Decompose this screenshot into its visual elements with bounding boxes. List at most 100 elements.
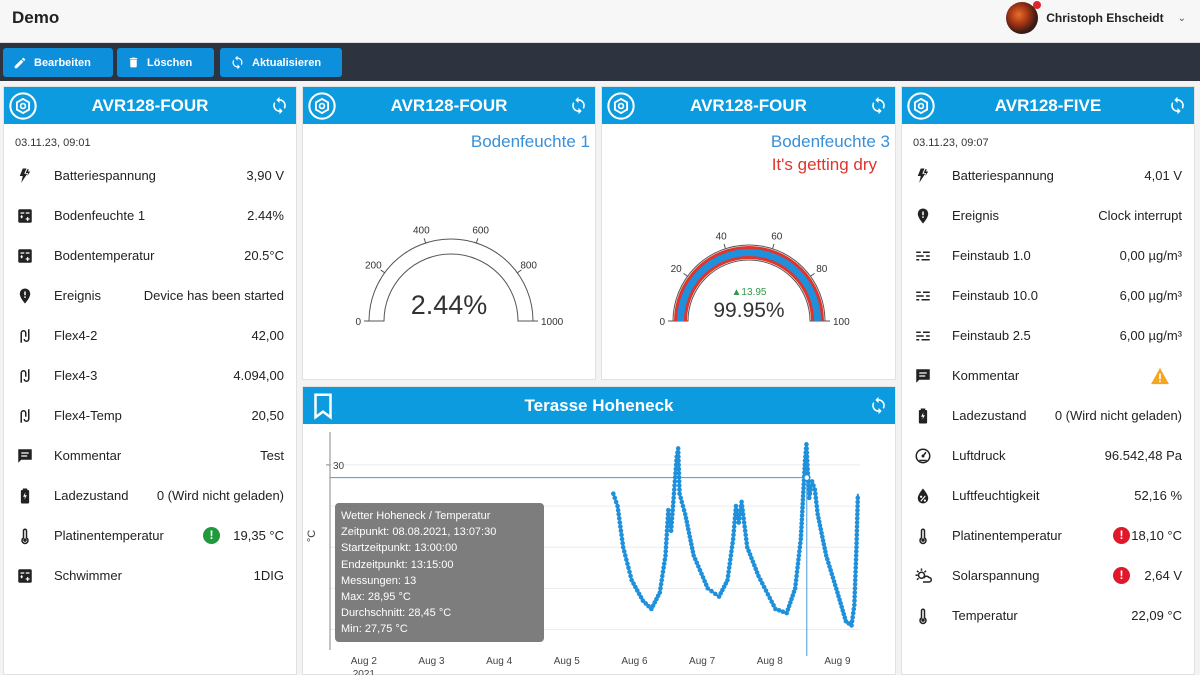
- sync-icon: [232, 55, 243, 70]
- list-item: Kommentar: [902, 365, 1194, 389]
- chart-point: [640, 598, 646, 604]
- gauge-tick-label: 600: [472, 226, 489, 237]
- flex-icon: [16, 367, 34, 385]
- chart-point: [663, 544, 669, 550]
- chart-point: [733, 503, 739, 509]
- chart-point: [850, 614, 855, 620]
- chart-point: [677, 483, 682, 488]
- refresh-icon[interactable]: [869, 396, 888, 415]
- gauge-tick: [772, 243, 775, 249]
- list-item: Platinentemperatur 18,10 °C!: [902, 525, 1194, 549]
- chart-point: [675, 450, 681, 455]
- chart-point: [677, 487, 682, 492]
- dust-icon: [914, 247, 932, 265]
- refresh-icon[interactable]: [270, 96, 289, 115]
- chart-point: [786, 603, 792, 609]
- chart-point: [797, 549, 802, 554]
- refresh-icon[interactable]: [1168, 96, 1187, 115]
- tooltip-line: Messungen: 13: [341, 574, 417, 587]
- refresh-button[interactable]: Aktualisieren: [220, 48, 342, 77]
- chart-point: [658, 581, 664, 587]
- chart-point: [854, 549, 859, 554]
- chart-point: [804, 446, 809, 451]
- gauge-tick-label: 20: [671, 264, 683, 275]
- chart-point: [692, 556, 698, 562]
- chart-point: [725, 577, 730, 583]
- user-menu[interactable]: Christoph Ehscheidt ⌄: [1006, 0, 1186, 36]
- chart-point: [813, 495, 819, 501]
- chart-point: [620, 540, 625, 546]
- list-item: Batteriespannung 4,01 V: [902, 165, 1194, 189]
- chart-point: [620, 544, 626, 550]
- user-name[interactable]: Christoph Ehscheidt: [1046, 11, 1164, 25]
- warning-icon: [1151, 367, 1169, 385]
- gauge-tick-label: 400: [413, 226, 430, 237]
- list-item: Flex4-3 4.094,00: [4, 365, 296, 389]
- chart-point: [852, 586, 858, 591]
- row-label: Flex4-3: [54, 368, 98, 383]
- delete-button[interactable]: Löschen: [117, 48, 214, 77]
- comment-icon: [914, 367, 932, 385]
- edit-button[interactable]: Bearbeiten: [3, 48, 113, 77]
- chart-point: [671, 499, 676, 505]
- chart-point: [776, 608, 782, 613]
- row-label: Platinentemperatur: [54, 528, 164, 543]
- chart-point: [689, 545, 695, 551]
- chart-point: [633, 584, 638, 590]
- chart-point: [749, 555, 754, 561]
- chart-point: [671, 495, 676, 501]
- chart-point: [805, 466, 810, 472]
- chart-point: [732, 520, 737, 525]
- row-value: 2,64 V: [1144, 568, 1182, 583]
- gauge-value: 99.95%: [713, 299, 784, 322]
- chart-point: [619, 536, 625, 542]
- chart-point: [672, 483, 677, 488]
- gauge-tick-label: 60: [771, 231, 783, 242]
- chart-point: [758, 577, 763, 582]
- battery-icon: [16, 487, 34, 505]
- chart-point: [679, 499, 685, 505]
- chart-point: [798, 540, 803, 546]
- chart-point: [747, 552, 753, 557]
- row-value: 0 (Wird nicht geladen): [156, 488, 284, 503]
- list-item: Temperatur 22,09 °C: [902, 605, 1194, 629]
- chart-point: [854, 528, 860, 534]
- list-item: Ladezustand 0 (Wird nicht geladen): [902, 405, 1194, 429]
- gauge-outline: [368, 238, 534, 322]
- row-label: Ereignis: [54, 288, 101, 303]
- tooltip-line: Durchschnitt: 28,45 °C: [341, 607, 452, 620]
- card-header: AVR128-FIVE: [902, 87, 1194, 124]
- chart-point: [741, 516, 746, 521]
- chart-point: [662, 557, 668, 562]
- list-item: Kommentar Test: [4, 445, 296, 469]
- chart-point: [773, 606, 778, 612]
- chart-point: [754, 570, 760, 575]
- chart-point: [826, 560, 831, 566]
- gauge-subtitle: Bodenfeuchte 3: [770, 132, 890, 151]
- chart-point: [618, 524, 623, 529]
- dust-icon: [914, 327, 932, 345]
- chart-x-tick-label: Aug 7: [689, 656, 716, 667]
- chart-x-year-label: 2021: [353, 669, 376, 675]
- chart-point: [852, 598, 857, 604]
- row-value: 18,10 °C: [1131, 528, 1182, 543]
- gauge-tick-label: 0: [659, 317, 665, 328]
- sensor-icon: [16, 247, 34, 265]
- chevron-down-icon[interactable]: ⌄: [1177, 12, 1186, 24]
- location-pin-icon: [914, 207, 932, 225]
- gauge-tick-label: 1000: [541, 317, 564, 328]
- row-value: 52,16 %: [1134, 488, 1182, 503]
- chart-x-tick-label: Aug 9: [824, 656, 851, 667]
- chart-point: [729, 549, 734, 554]
- row-label: Feinstaub 10.0: [952, 288, 1039, 303]
- row-label: Ladezustand: [952, 408, 1027, 423]
- gauge-warning: It's getting dry: [771, 155, 877, 174]
- avatar[interactable]: [1006, 1, 1042, 34]
- list-item: Feinstaub 2.5 6,00 µg/m³: [902, 325, 1194, 349]
- chart-point: [712, 591, 718, 597]
- chart-point: [686, 530, 692, 536]
- chart-point: [763, 588, 769, 593]
- chart-point: [742, 524, 747, 529]
- thermometer-icon: [914, 607, 932, 625]
- chart-point: [612, 495, 618, 501]
